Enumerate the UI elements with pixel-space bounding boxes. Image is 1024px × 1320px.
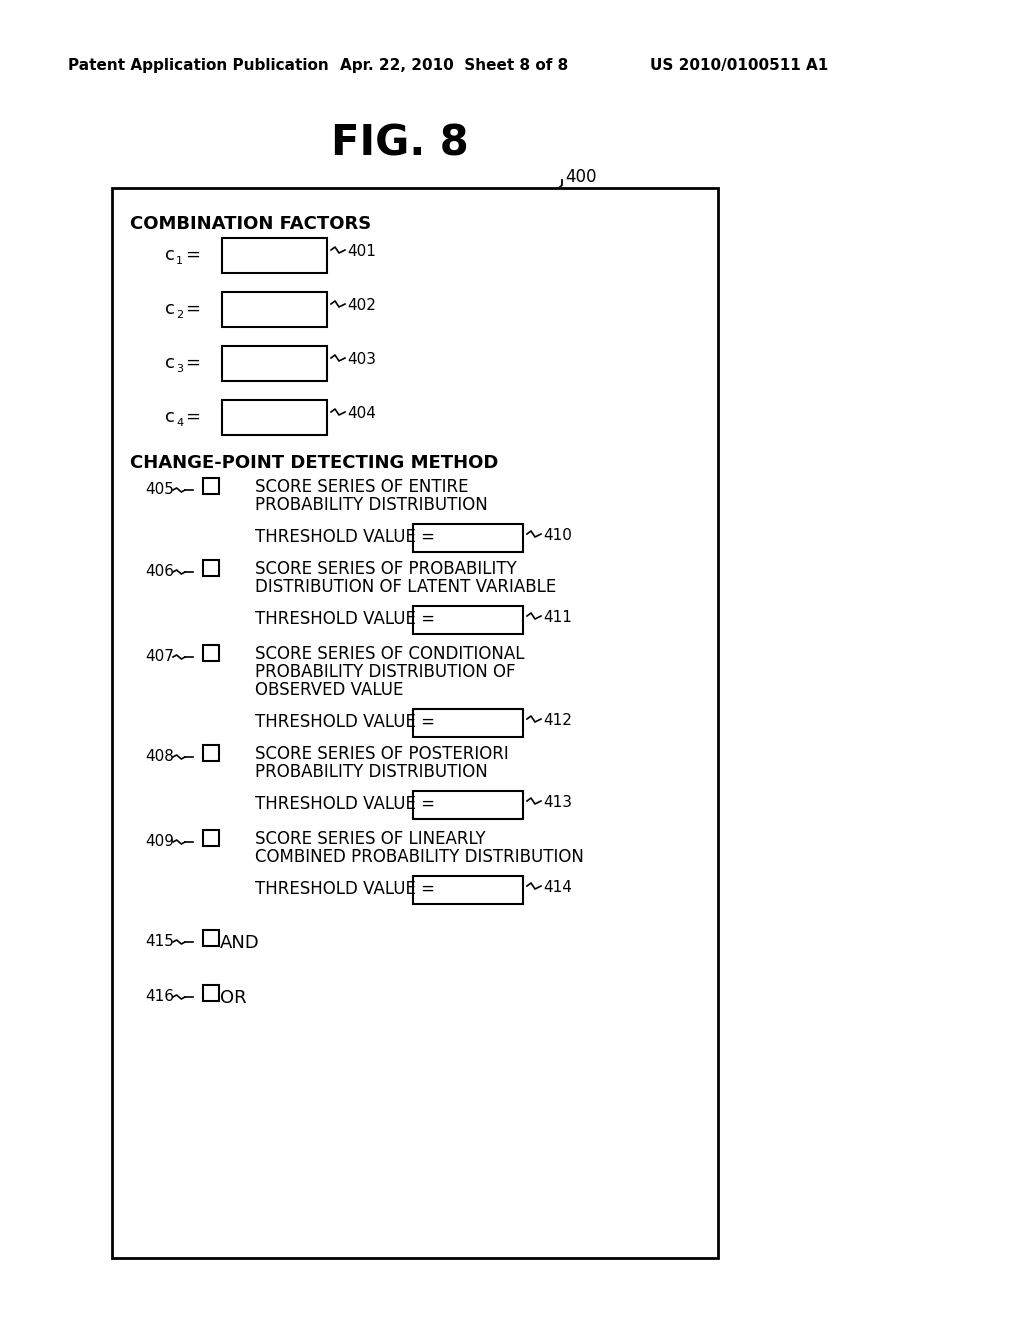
Text: =: = bbox=[185, 300, 200, 318]
Text: 413: 413 bbox=[543, 795, 572, 810]
Text: 414: 414 bbox=[543, 880, 571, 895]
Bar bbox=[222, 400, 327, 436]
Text: FIG. 8: FIG. 8 bbox=[331, 121, 469, 164]
Text: 402: 402 bbox=[347, 298, 376, 313]
Text: OBSERVED VALUE: OBSERVED VALUE bbox=[255, 681, 403, 700]
Text: DISTRIBUTION OF LATENT VARIABLE: DISTRIBUTION OF LATENT VARIABLE bbox=[255, 578, 556, 597]
Bar bbox=[203, 830, 219, 846]
Bar bbox=[222, 238, 327, 273]
Text: PROBABILITY DISTRIBUTION OF: PROBABILITY DISTRIBUTION OF bbox=[255, 663, 515, 681]
Text: 401: 401 bbox=[347, 244, 376, 259]
Text: 405: 405 bbox=[145, 482, 174, 498]
Text: SCORE SERIES OF LINEARLY: SCORE SERIES OF LINEARLY bbox=[255, 830, 485, 847]
Text: THRESHOLD VALUE =: THRESHOLD VALUE = bbox=[255, 880, 435, 898]
Bar bbox=[203, 478, 219, 494]
Text: THRESHOLD VALUE =: THRESHOLD VALUE = bbox=[255, 713, 435, 731]
Bar bbox=[203, 560, 219, 576]
Bar bbox=[203, 744, 219, 762]
Bar bbox=[413, 524, 523, 552]
Text: COMBINED PROBABILITY DISTRIBUTION: COMBINED PROBABILITY DISTRIBUTION bbox=[255, 847, 584, 866]
Text: THRESHOLD VALUE =: THRESHOLD VALUE = bbox=[255, 610, 435, 628]
Text: 416: 416 bbox=[145, 989, 174, 1005]
Text: SCORE SERIES OF ENTIRE: SCORE SERIES OF ENTIRE bbox=[255, 478, 469, 496]
Text: Apr. 22, 2010  Sheet 8 of 8: Apr. 22, 2010 Sheet 8 of 8 bbox=[340, 58, 568, 73]
Text: SCORE SERIES OF PROBABILITY: SCORE SERIES OF PROBABILITY bbox=[255, 560, 517, 578]
Text: PROBABILITY DISTRIBUTION: PROBABILITY DISTRIBUTION bbox=[255, 763, 487, 781]
Text: 411: 411 bbox=[543, 610, 571, 624]
Text: 4: 4 bbox=[176, 418, 183, 428]
Text: 409: 409 bbox=[145, 834, 174, 849]
Text: 404: 404 bbox=[347, 407, 376, 421]
Text: AND: AND bbox=[220, 935, 260, 952]
Bar bbox=[222, 346, 327, 381]
Text: c: c bbox=[165, 246, 175, 264]
Text: 400: 400 bbox=[565, 168, 597, 186]
Text: 408: 408 bbox=[145, 748, 174, 764]
Bar bbox=[112, 187, 718, 1258]
Text: THRESHOLD VALUE =: THRESHOLD VALUE = bbox=[255, 795, 435, 813]
Text: SCORE SERIES OF POSTERIORI: SCORE SERIES OF POSTERIORI bbox=[255, 744, 509, 763]
Text: c: c bbox=[165, 300, 175, 318]
Bar bbox=[203, 931, 219, 946]
Bar bbox=[413, 791, 523, 818]
Text: 406: 406 bbox=[145, 564, 174, 579]
Text: 2: 2 bbox=[176, 310, 183, 319]
Bar bbox=[413, 606, 523, 634]
Bar bbox=[203, 645, 219, 661]
Text: =: = bbox=[185, 246, 200, 264]
Text: =: = bbox=[185, 408, 200, 426]
Text: COMBINATION FACTORS: COMBINATION FACTORS bbox=[130, 215, 372, 234]
Text: c: c bbox=[165, 354, 175, 372]
Text: 415: 415 bbox=[145, 935, 174, 949]
Text: 3: 3 bbox=[176, 364, 183, 374]
Text: PROBABILITY DISTRIBUTION: PROBABILITY DISTRIBUTION bbox=[255, 496, 487, 513]
Bar bbox=[413, 876, 523, 904]
Text: 407: 407 bbox=[145, 649, 174, 664]
Text: CHANGE-POINT DETECTING METHOD: CHANGE-POINT DETECTING METHOD bbox=[130, 454, 499, 473]
Bar bbox=[203, 985, 219, 1001]
Text: =: = bbox=[185, 354, 200, 372]
Text: SCORE SERIES OF CONDITIONAL: SCORE SERIES OF CONDITIONAL bbox=[255, 645, 524, 663]
Text: OR: OR bbox=[220, 989, 247, 1007]
Text: c: c bbox=[165, 408, 175, 426]
Text: 412: 412 bbox=[543, 713, 571, 729]
Text: Patent Application Publication: Patent Application Publication bbox=[68, 58, 329, 73]
Bar bbox=[413, 709, 523, 737]
Text: 410: 410 bbox=[543, 528, 571, 543]
Text: 403: 403 bbox=[347, 352, 376, 367]
Text: 1: 1 bbox=[176, 256, 183, 267]
Bar bbox=[222, 292, 327, 327]
Text: THRESHOLD VALUE =: THRESHOLD VALUE = bbox=[255, 528, 435, 546]
Text: US 2010/0100511 A1: US 2010/0100511 A1 bbox=[650, 58, 828, 73]
